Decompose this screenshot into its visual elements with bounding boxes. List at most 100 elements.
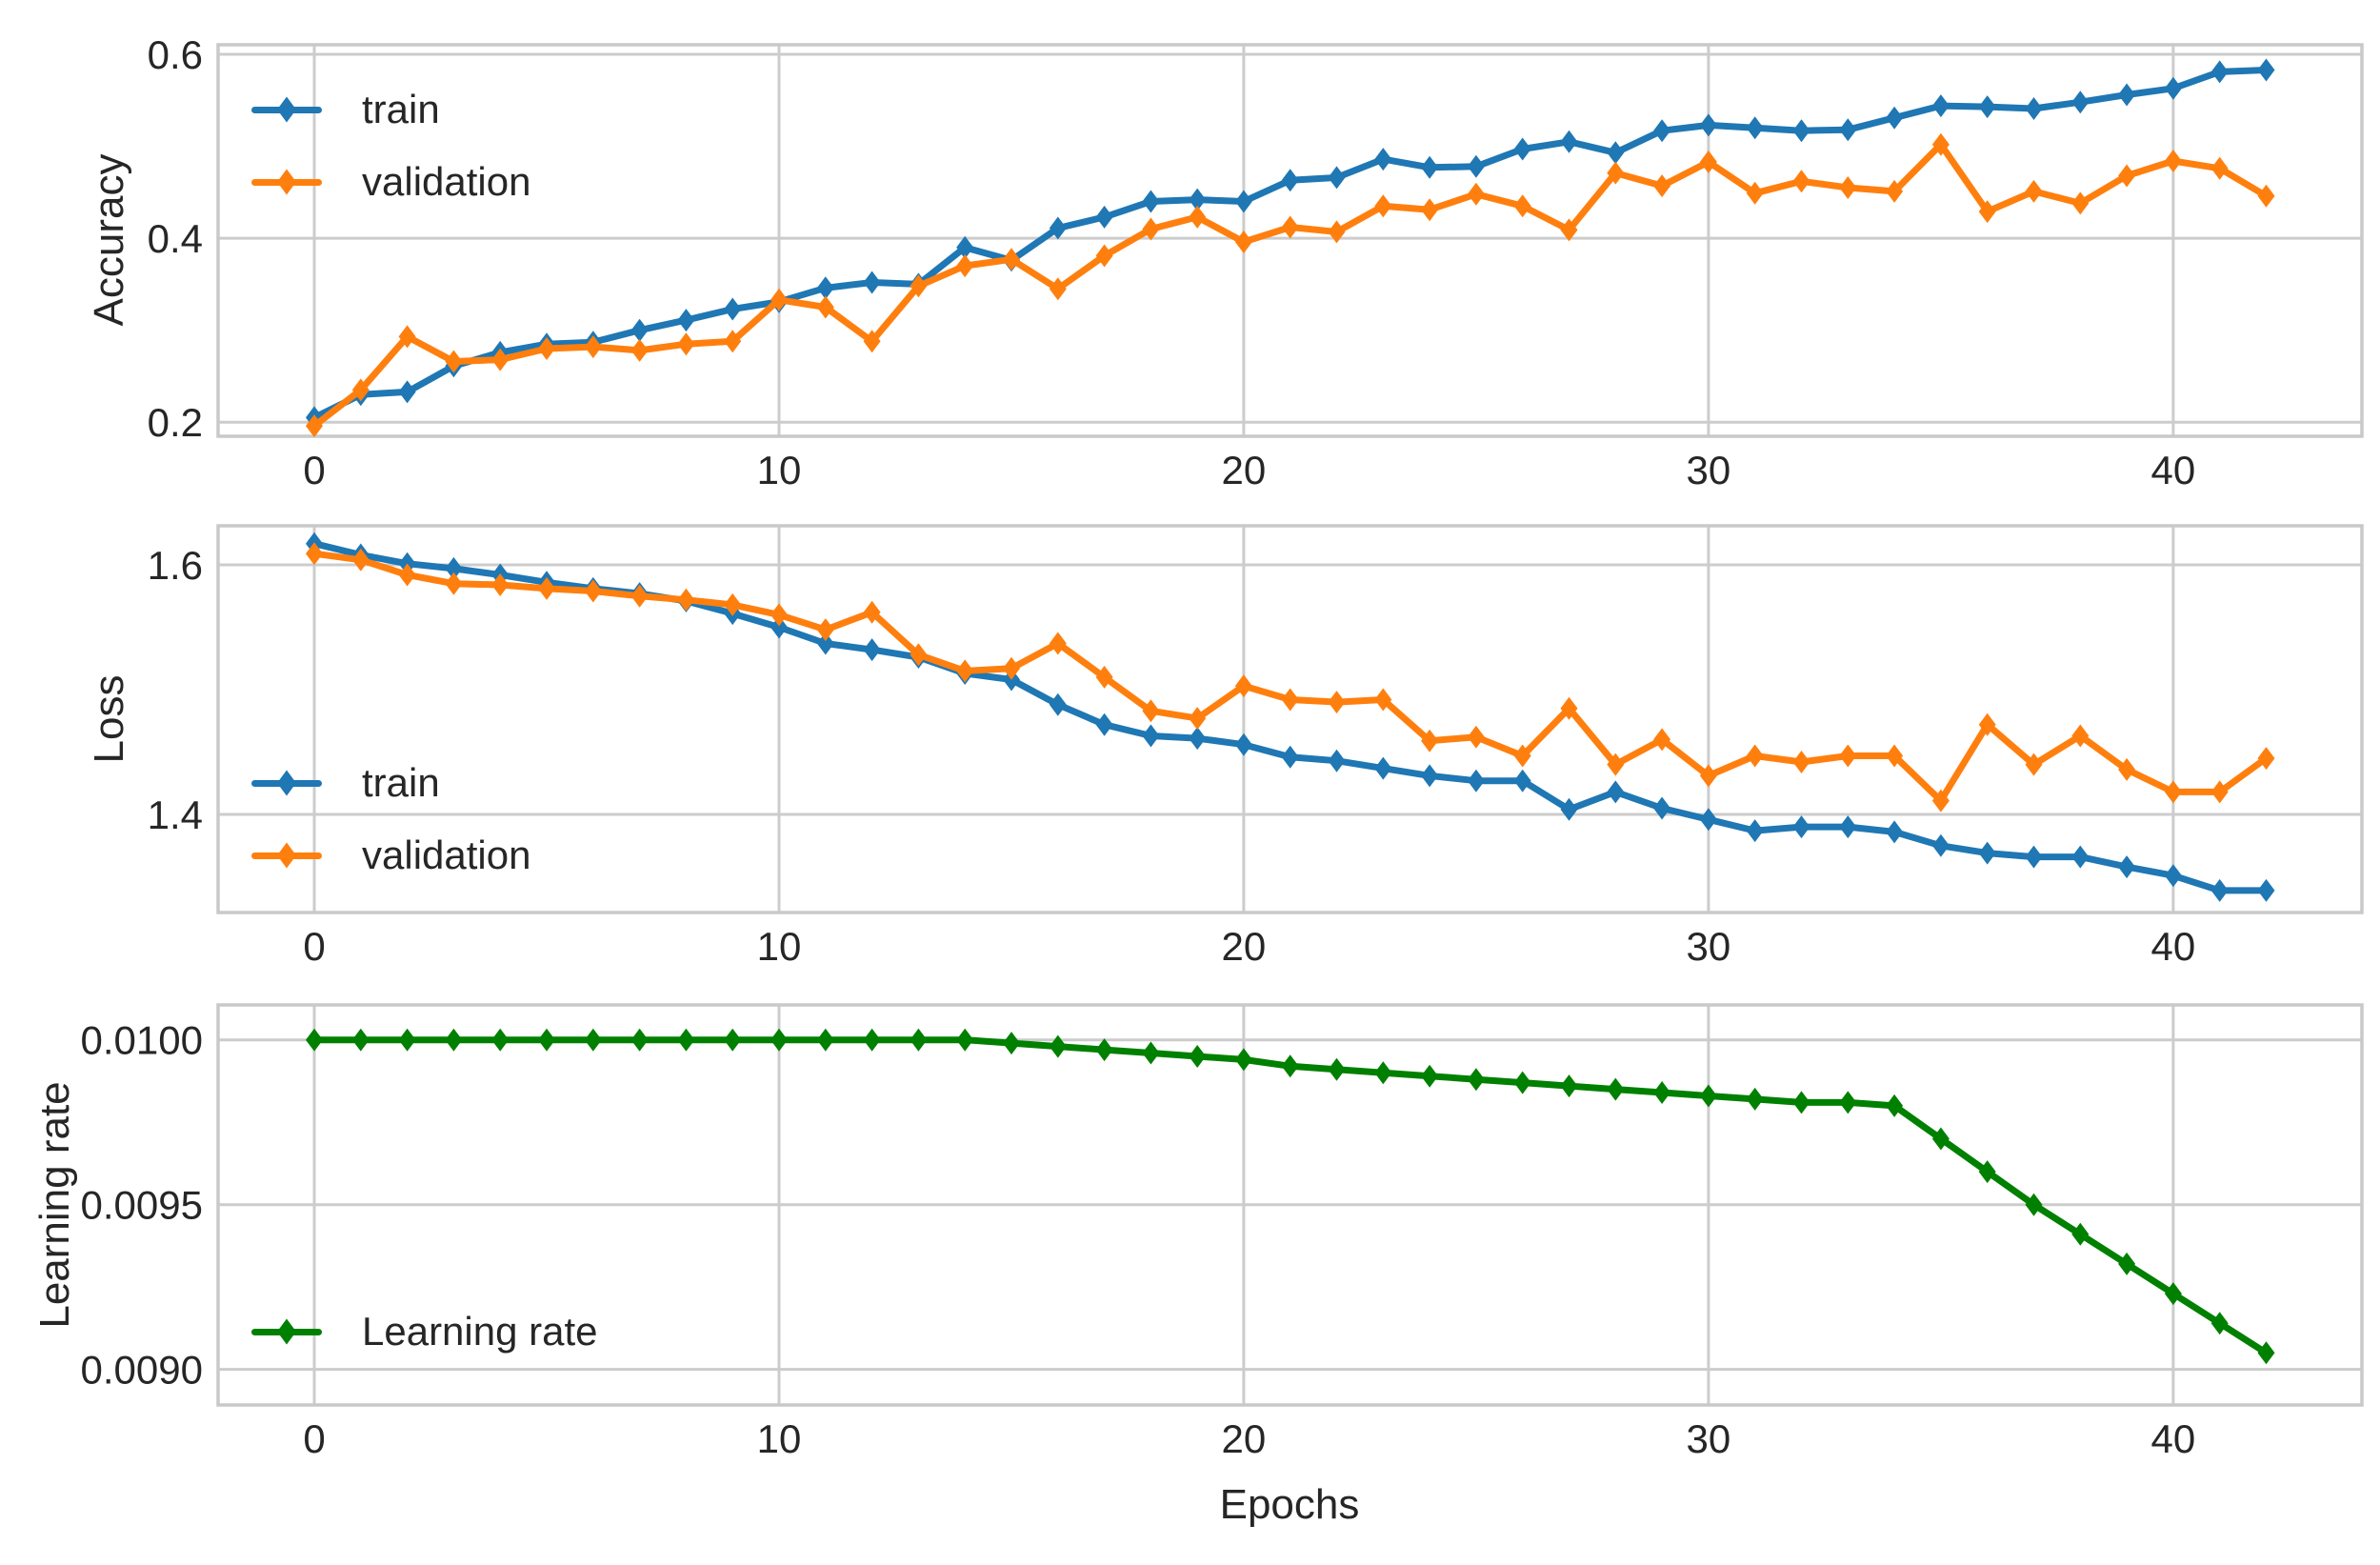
y-tick-label: 0.4	[148, 216, 203, 261]
x-tick-label: 20	[1222, 1416, 1267, 1461]
marker-icon	[1189, 188, 1207, 211]
marker-icon	[1281, 169, 1299, 192]
legend-label-learning-rate: Learning rate	[362, 1309, 598, 1354]
marker-icon	[1234, 674, 1252, 698]
marker-icon	[2257, 184, 2275, 208]
marker-icon	[1234, 1048, 1252, 1072]
legend-label-validation: validation	[362, 159, 531, 204]
marker-icon	[1003, 248, 1020, 271]
tick-labels: 0 10 20 30 40 0.2 0.4 0.6	[148, 32, 2196, 492]
legend-item-validation: validation	[251, 833, 530, 877]
marker-icon	[910, 274, 928, 298]
x-tick-label: 0	[303, 448, 325, 492]
diamond-marker-icon	[277, 1318, 296, 1345]
loss-subplot: 0 10 20 30 40 1.4 1.6	[148, 524, 2364, 969]
marker-icon	[1886, 179, 1904, 203]
marker-icon	[1839, 1091, 1857, 1114]
y-tick-label: 0.6	[148, 32, 203, 77]
marker-icon	[1513, 769, 1531, 793]
marker-icon	[1421, 155, 1439, 179]
validation-line-sample	[251, 169, 322, 195]
marker-icon	[1792, 751, 1810, 773]
marker-icon	[2025, 1193, 2043, 1216]
marker-icon	[398, 380, 416, 404]
marker-icon	[1328, 1057, 1346, 1081]
marker-icon	[1978, 95, 1996, 119]
marker-icon	[2210, 60, 2229, 84]
marker-icon	[724, 1028, 742, 1052]
marker-icon	[1886, 1093, 1904, 1117]
marker-icon	[1234, 231, 1252, 253]
x-tick-label: 0	[303, 924, 325, 969]
marker-icon	[724, 330, 742, 353]
marker-icon	[2164, 150, 2182, 172]
marker-icon	[398, 563, 416, 587]
marker-icon	[1467, 1068, 1485, 1092]
marker-icon	[1560, 218, 1578, 242]
marker-icon	[584, 335, 602, 359]
marker-icon	[2071, 1222, 2090, 1246]
marker-icon	[1281, 1054, 1299, 1078]
marker-icon	[816, 295, 834, 319]
marker-icon	[1607, 1077, 1625, 1101]
marker-icon	[445, 350, 463, 373]
axes-frame	[216, 524, 2364, 914]
legend-item-train: train	[251, 761, 530, 805]
marker-icon	[910, 1028, 928, 1052]
marker-icon	[1792, 170, 1810, 193]
marker-icon	[1142, 724, 1160, 748]
marker-icon	[1513, 1071, 1531, 1094]
marker-icon	[1931, 132, 1950, 156]
marker-icon	[1421, 764, 1439, 788]
marker-icon	[2118, 757, 2136, 781]
x-tick-label: 0	[303, 1416, 325, 1461]
marker-icon	[1049, 216, 1067, 240]
marker-icon	[1142, 1041, 1160, 1065]
marker-icon	[863, 1028, 881, 1052]
marker-icon	[2164, 780, 2182, 804]
marker-icon	[1746, 1087, 1764, 1111]
marker-icon	[445, 1028, 463, 1052]
train-series	[306, 532, 2275, 902]
marker-icon	[1467, 725, 1485, 749]
marker-icon	[445, 556, 463, 580]
y-tick-label: 1.4	[148, 793, 203, 837]
marker-icon	[2257, 747, 2275, 771]
marker-icon	[1839, 744, 1857, 768]
marker-icon	[2025, 179, 2043, 203]
marker-icon	[1513, 194, 1531, 218]
marker-icon	[351, 378, 370, 402]
marker-icon	[1421, 198, 1439, 222]
marker-icon	[1746, 744, 1764, 768]
marker-icon	[770, 615, 788, 639]
marker-icon	[2118, 855, 2136, 879]
marker-icon	[1421, 1064, 1439, 1088]
marker-icon	[538, 337, 555, 360]
marker-icon	[1560, 797, 1578, 821]
learning-rate-axis-title: Learning rate	[31, 1081, 78, 1329]
marker-icon	[2025, 97, 2043, 120]
marker-icon	[1560, 696, 1578, 720]
diamond-marker-icon	[277, 770, 296, 796]
accuracy-subplot: 0 10 20 30 40 0.2 0.4 0.6	[148, 32, 2364, 492]
y-tick-label: 1.6	[148, 543, 203, 588]
x-tick-label: 10	[757, 448, 802, 492]
marker-icon	[2118, 1252, 2136, 1275]
marker-icon	[677, 1028, 695, 1052]
marker-icon	[2210, 1312, 2229, 1335]
marker-icon	[306, 414, 323, 438]
marker-icon	[677, 332, 695, 356]
marker-icon	[538, 576, 555, 600]
marker-icon	[306, 542, 323, 566]
learning-rate-series	[306, 1028, 2275, 1365]
marker-icon	[1328, 691, 1346, 714]
marker-icon	[1839, 118, 1857, 142]
x-tick-label: 30	[1687, 1416, 1731, 1461]
marker-icon	[2164, 864, 2182, 888]
marker-icon	[1374, 688, 1392, 712]
marker-icon	[1931, 833, 1950, 857]
marker-icon	[1374, 1061, 1392, 1085]
legend-label-train: train	[362, 87, 440, 131]
marker-icon	[1792, 1091, 1810, 1114]
accuracy-axis-title: Accuracy	[86, 153, 132, 327]
